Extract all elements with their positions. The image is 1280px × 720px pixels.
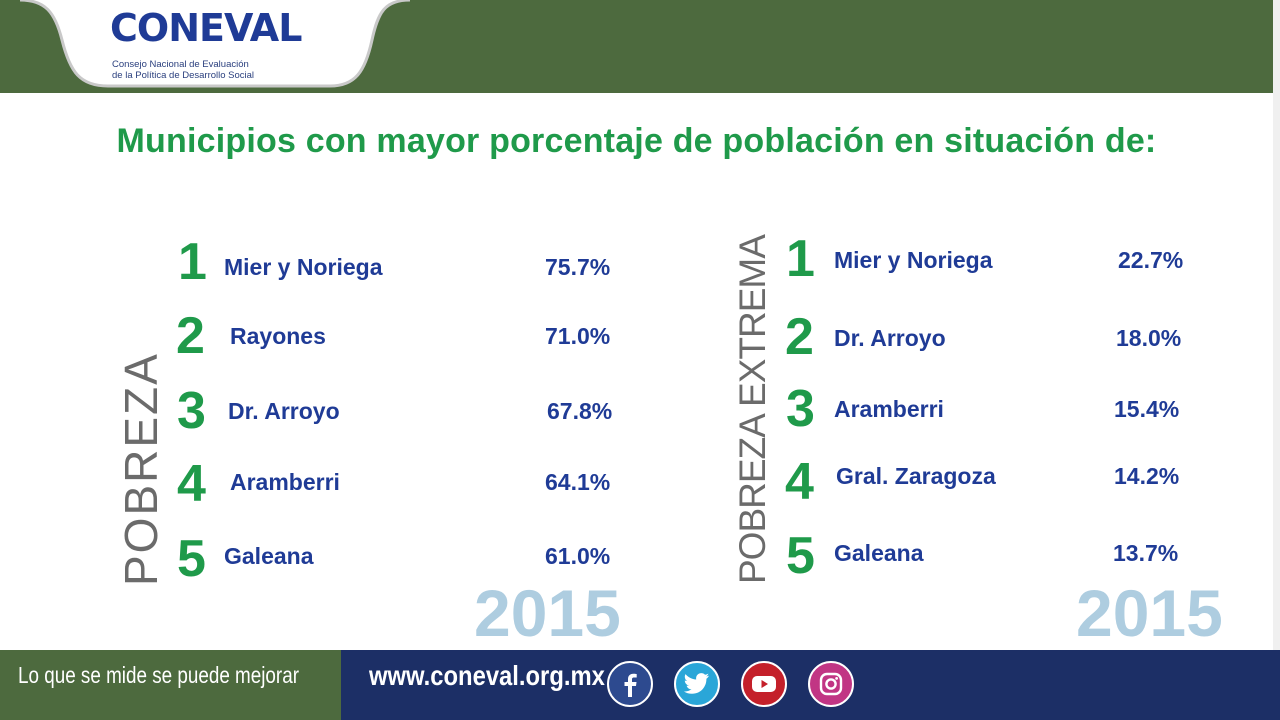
extrema-rank: 2 [785,308,814,366]
extrema-rank: 5 [786,527,815,585]
logo-subtitle: Consejo Nacional de Evaluación de la Pol… [112,59,255,81]
facebook-icon[interactable] [607,661,653,707]
extrema-municipio: Aramberri [834,396,944,422]
extrema-porcentaje: 18.0% [1116,325,1182,351]
extrema-municipio: Gral. Zaragoza [836,463,996,489]
extrema-year: 2015 [1076,576,1223,650]
extrema-rank: 4 [785,453,814,511]
pobreza-rank: 4 [177,455,206,513]
extrema-municipio: Galeana [834,540,924,566]
twitter-icon[interactable] [674,661,720,707]
pobreza-year: 2015 [474,576,621,650]
youtube-icon[interactable] [741,661,787,707]
extrema-porcentaje: 14.2% [1114,463,1180,489]
right-edge-strip [1273,0,1280,720]
instagram-icon[interactable] [808,661,854,707]
pobreza-extrema-label: POBREZA EXTREMA [732,235,773,584]
extrema-porcentaje: 13.7% [1113,540,1179,566]
pobreza-rank: 2 [176,307,205,365]
pobreza-label: POBREZA [115,352,167,586]
extrema-municipio: Mier y Noriega [834,247,993,273]
extrema-porcentaje: 15.4% [1114,396,1180,422]
pobreza-municipio: Aramberri [230,469,340,495]
pobreza-rank: 5 [177,530,206,588]
extrema-rank: 1 [786,230,815,288]
pobreza-rank: 3 [177,382,206,440]
extrema-porcentaje: 22.7% [1118,247,1184,273]
logo-tab-shape [0,0,410,88]
pobreza-porcentaje: 71.0% [545,323,611,349]
pobreza-municipio: Galeana [224,543,314,569]
extrema-municipio: Dr. Arroyo [834,325,946,351]
footer-slogan: Lo que se mide se puede mejorar [18,662,299,688]
page-title: Municipios con mayor porcentaje de pobla… [116,122,1157,160]
pobreza-porcentaje: 75.7% [545,254,611,280]
pobreza-porcentaje: 64.1% [545,469,611,495]
pobreza-municipio: Mier y Noriega [224,254,383,280]
pobreza-rank: 1 [178,233,207,291]
footer-slogan-panel [0,650,341,720]
logo-wordmark: CONEVAL [110,6,302,50]
extrema-rank: 3 [786,380,815,438]
pobreza-municipio: Dr. Arroyo [228,398,340,424]
logo-panel[interactable]: CONEVAL Consejo Nacional de Evaluación d… [0,0,410,93]
website-link[interactable]: www.coneval.org.mx [369,660,605,691]
pobreza-municipio: Rayones [230,323,326,349]
pobreza-porcentaje: 67.8% [547,398,613,424]
pobreza-porcentaje: 61.0% [545,543,611,569]
